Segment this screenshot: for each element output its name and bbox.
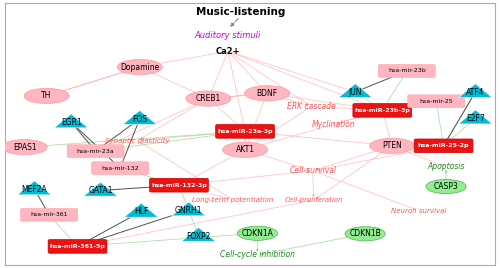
Text: Dopamine: Dopamine (120, 62, 160, 72)
Text: hsa-miR-23a-3p: hsa-miR-23a-3p (218, 129, 273, 134)
Text: ATF4: ATF4 (466, 88, 484, 97)
Ellipse shape (2, 140, 47, 155)
Polygon shape (84, 182, 117, 196)
Text: JUN: JUN (348, 88, 362, 97)
FancyBboxPatch shape (48, 240, 107, 253)
FancyBboxPatch shape (408, 95, 465, 107)
Ellipse shape (222, 142, 268, 157)
Text: Ca2+: Ca2+ (216, 47, 240, 56)
Text: Long-term potentiation: Long-term potentiation (192, 197, 274, 203)
Text: hsa-mir-23b: hsa-mir-23b (388, 68, 426, 73)
Text: hsa-mir-132: hsa-mir-132 (102, 166, 139, 171)
FancyBboxPatch shape (150, 178, 208, 192)
Ellipse shape (24, 88, 69, 103)
Text: Music-listening: Music-listening (196, 7, 285, 17)
Polygon shape (182, 227, 216, 241)
Text: Cell-cycle inhibition: Cell-cycle inhibition (220, 250, 295, 259)
Polygon shape (124, 203, 158, 217)
Text: AKT1: AKT1 (236, 145, 255, 154)
Polygon shape (458, 110, 492, 124)
Ellipse shape (345, 227, 385, 241)
Text: Cell-proliferation: Cell-proliferation (284, 197, 343, 203)
Text: FOS: FOS (132, 115, 147, 124)
Ellipse shape (426, 180, 466, 193)
Ellipse shape (370, 138, 414, 154)
Text: Cell-survival: Cell-survival (289, 166, 336, 175)
Text: hsa-mir-361: hsa-mir-361 (30, 213, 68, 217)
Text: CDKN1A: CDKN1A (242, 229, 274, 238)
Polygon shape (123, 110, 156, 124)
Ellipse shape (238, 226, 278, 240)
Text: E2F7: E2F7 (466, 114, 485, 123)
FancyBboxPatch shape (353, 103, 412, 117)
Text: Myclination: Myclination (312, 120, 355, 129)
FancyBboxPatch shape (20, 209, 78, 221)
Ellipse shape (186, 91, 231, 106)
Text: CREB1: CREB1 (196, 94, 221, 103)
Text: Synaptic plasticity: Synaptic plasticity (105, 137, 170, 144)
Text: MEF2A: MEF2A (22, 185, 48, 194)
FancyBboxPatch shape (378, 65, 435, 77)
FancyBboxPatch shape (216, 125, 274, 138)
Text: Apoptosis: Apoptosis (428, 162, 465, 171)
Polygon shape (54, 114, 88, 128)
Polygon shape (458, 84, 492, 98)
Text: FOXP2: FOXP2 (186, 232, 210, 241)
Text: CASP3: CASP3 (434, 182, 458, 191)
Polygon shape (18, 181, 51, 195)
Text: hsa-mir-25: hsa-mir-25 (420, 99, 453, 104)
Text: Neuron survival: Neuron survival (392, 208, 446, 214)
Text: BDNF: BDNF (256, 89, 278, 98)
Polygon shape (172, 202, 206, 216)
Polygon shape (338, 84, 372, 98)
FancyBboxPatch shape (92, 162, 148, 174)
Text: GATA1: GATA1 (88, 186, 113, 195)
Text: ERK cascade: ERK cascade (287, 102, 336, 111)
Text: Auditory stimuli: Auditory stimuli (195, 31, 261, 40)
Text: GNRH1: GNRH1 (175, 206, 203, 215)
Text: TH: TH (42, 91, 52, 100)
Ellipse shape (244, 86, 290, 101)
Text: hsa-miR-25-2p: hsa-miR-25-2p (418, 143, 469, 148)
Text: EGR1: EGR1 (61, 118, 82, 127)
Text: hsa-mir-23a: hsa-mir-23a (77, 148, 114, 154)
Text: PTEN: PTEN (382, 141, 402, 150)
FancyBboxPatch shape (67, 145, 124, 157)
Text: EPAS1: EPAS1 (13, 143, 36, 152)
Text: HLF: HLF (134, 207, 148, 216)
FancyBboxPatch shape (414, 139, 473, 153)
Text: hsa-miR-132-3p: hsa-miR-132-3p (151, 183, 207, 188)
Text: CDKN1B: CDKN1B (350, 229, 381, 238)
Text: hsa-miR-361-5p: hsa-miR-361-5p (50, 244, 106, 249)
Ellipse shape (117, 59, 162, 75)
Text: hsa-miR-23b-3p: hsa-miR-23b-3p (354, 108, 410, 113)
